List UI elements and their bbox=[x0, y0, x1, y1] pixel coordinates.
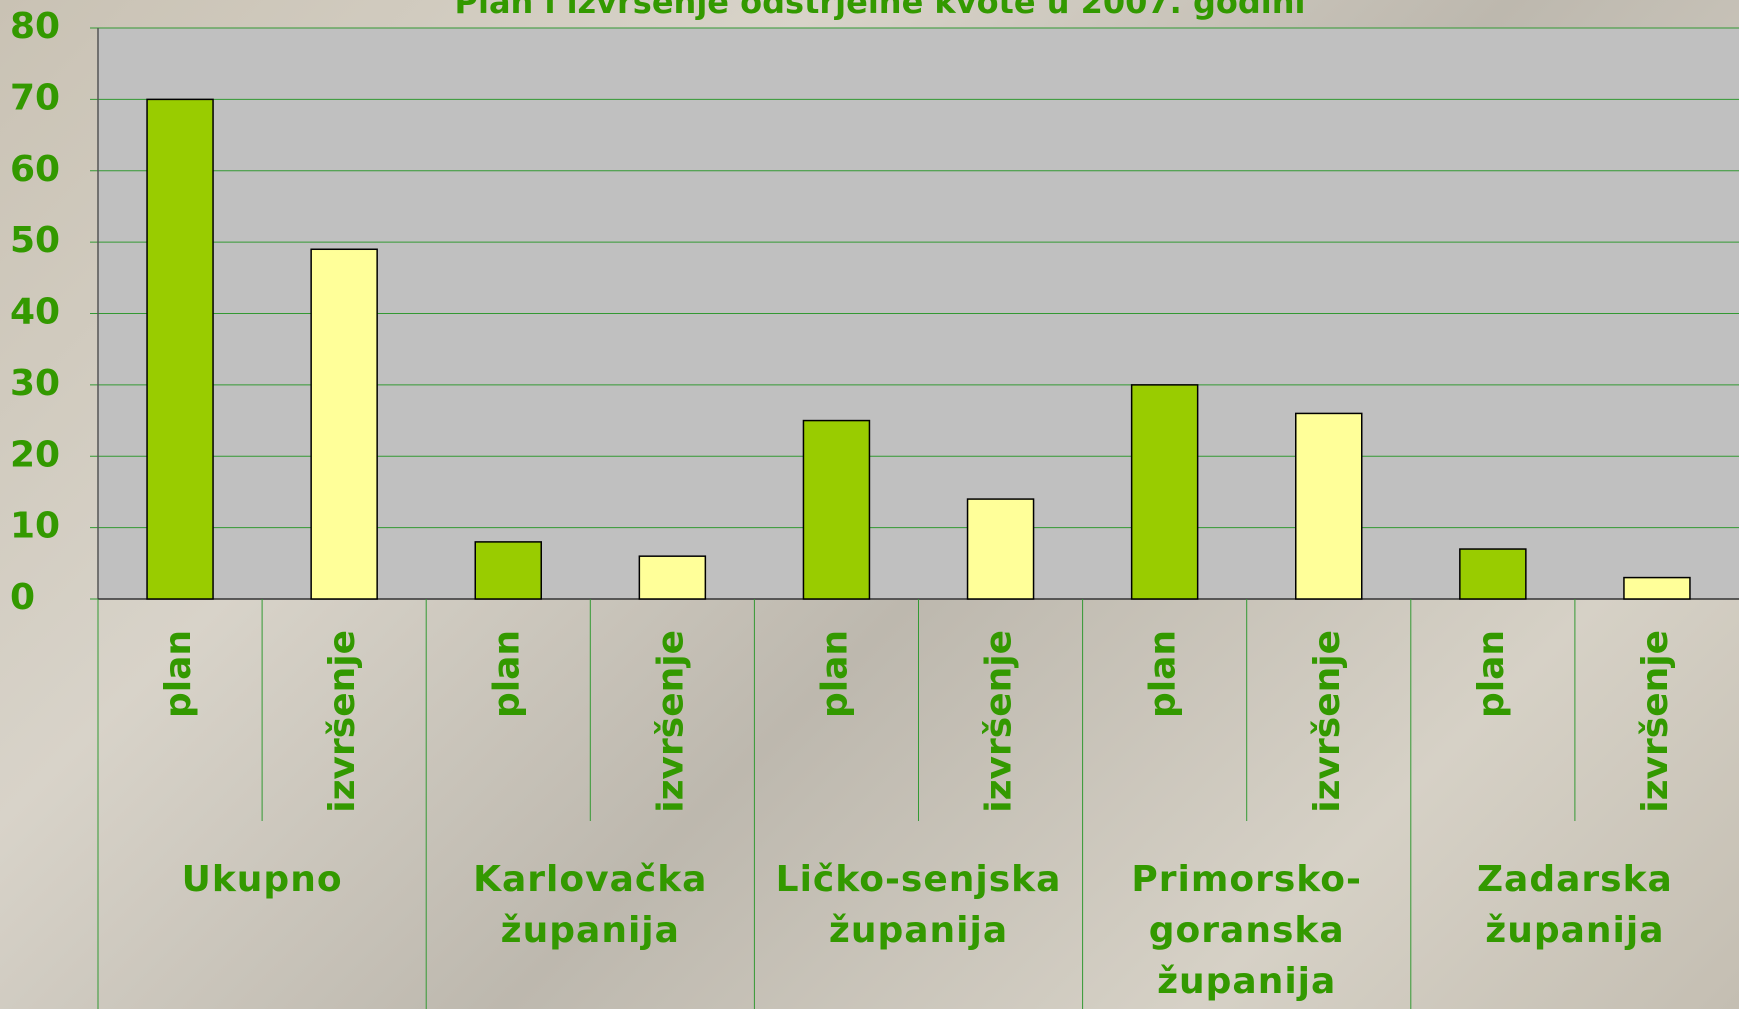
x-tick-label: plan bbox=[1143, 630, 1184, 718]
bar bbox=[310, 248, 378, 600]
y-tick-label: 20 bbox=[10, 434, 60, 475]
bar bbox=[1459, 548, 1527, 600]
x-tick-label: plan bbox=[158, 630, 199, 718]
y-tick-label: 10 bbox=[10, 506, 60, 547]
bar bbox=[1130, 384, 1199, 600]
x-tick-label: plan bbox=[814, 630, 855, 718]
bar bbox=[638, 555, 707, 600]
y-tick-label: 50 bbox=[10, 220, 60, 261]
group-label: Ličko-senjska županija bbox=[775, 859, 1062, 951]
y-tick-label: 30 bbox=[10, 363, 60, 404]
y-tick-label: 40 bbox=[10, 292, 60, 333]
group-label: Zadarska županija bbox=[1476, 859, 1673, 951]
x-tick-label: izvršenje bbox=[1307, 630, 1348, 813]
y-tick-label: 70 bbox=[10, 77, 60, 118]
bar bbox=[146, 98, 214, 600]
group-label: Karlovačka županija bbox=[473, 859, 708, 951]
x-tick-label: plan bbox=[1471, 630, 1512, 718]
y-tick-label: 80 bbox=[10, 6, 60, 47]
x-tick-label: izvršenje bbox=[322, 630, 363, 813]
group-label: Ukupno bbox=[181, 859, 343, 900]
bar bbox=[966, 498, 1035, 600]
bar bbox=[474, 541, 542, 600]
y-tick-label: 60 bbox=[10, 149, 60, 190]
bar bbox=[1295, 412, 1363, 600]
chart-title: Plan i izvršenje odstrjelne kvote u 2007… bbox=[455, 0, 1306, 21]
bar bbox=[1623, 576, 1691, 600]
group-label: Primorsko-goranska županija bbox=[1131, 859, 1362, 1002]
y-tick-label: 0 bbox=[10, 577, 35, 618]
x-tick-label: plan bbox=[486, 630, 527, 718]
x-tick-label: izvršenje bbox=[979, 630, 1020, 813]
x-tick-label: izvršenje bbox=[1635, 630, 1676, 813]
bar bbox=[802, 419, 871, 600]
x-tick-label: izvršenje bbox=[650, 630, 691, 813]
